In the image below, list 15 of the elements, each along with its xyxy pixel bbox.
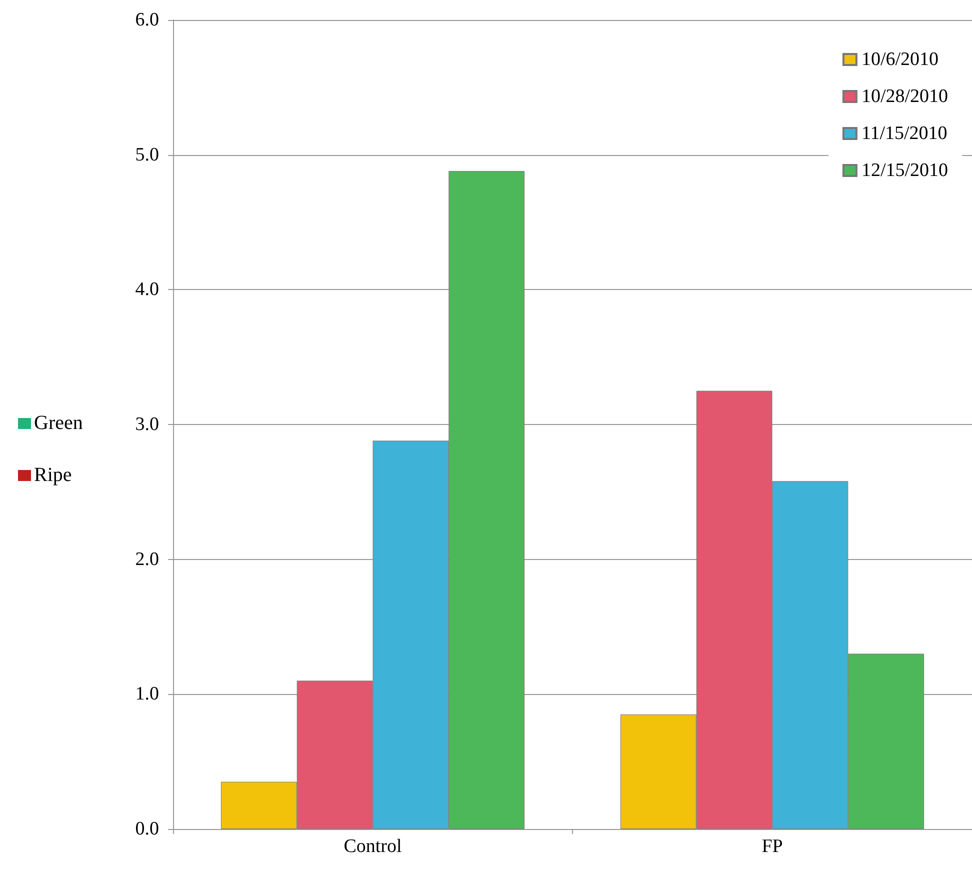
text: Green	[34, 412, 83, 435]
text: Ripe	[34, 464, 72, 487]
legend-label: 10/6/2010	[861, 49, 939, 70]
legend-label: 11/15/2010	[861, 123, 948, 144]
y-tick-label: 3.0	[135, 414, 159, 435]
y-tick-label: 0.0	[135, 818, 159, 840]
y-tick-label: 6.0	[135, 10, 159, 30]
y-tick-label: 2.0	[135, 548, 159, 570]
legend-label: 10/28/2010	[861, 86, 948, 107]
y-tick-label: 4.0	[135, 279, 159, 300]
x-tick-label: Control	[344, 836, 402, 857]
legend-label: 12/15/2010	[861, 160, 948, 181]
x-tick-label: FP	[762, 836, 783, 857]
y-tick-label: 1.0	[135, 684, 159, 705]
y-tick-label: 5.0	[135, 144, 159, 166]
